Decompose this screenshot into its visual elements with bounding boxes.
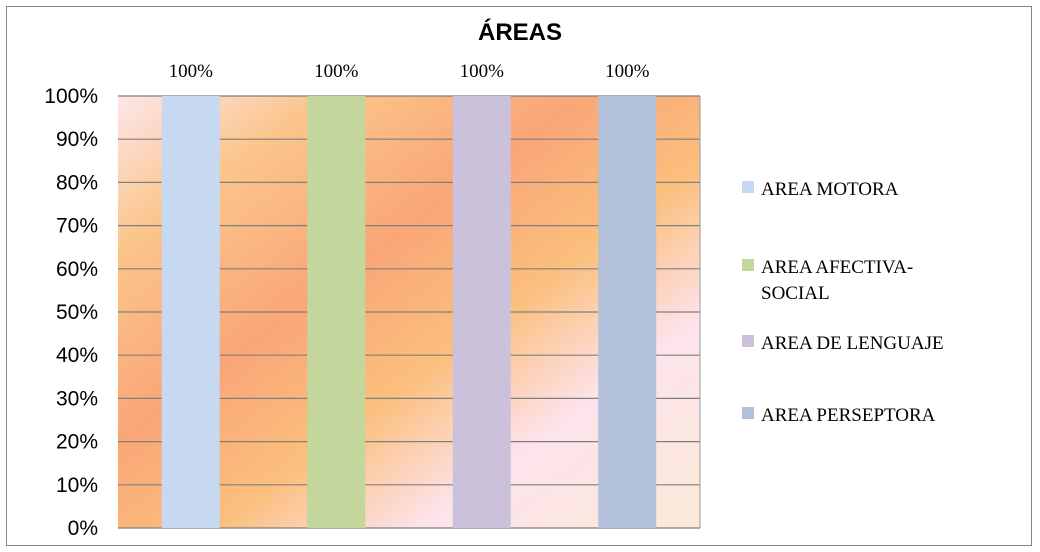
- data-label: 100%: [314, 61, 359, 82]
- legend-label: AREA AFECTIVA-: [761, 257, 913, 278]
- legend-swatch: [742, 335, 754, 347]
- data-label: 100%: [169, 61, 214, 82]
- data-label: 100%: [605, 61, 650, 82]
- legend-label: SOCIAL: [761, 283, 830, 304]
- y-tick-label: 10%: [56, 474, 98, 497]
- y-tick-label: 80%: [56, 171, 98, 194]
- y-tick-label: 70%: [56, 215, 98, 238]
- legend-label: AREA DE LENGUAJE: [761, 333, 944, 354]
- y-tick-label: 60%: [56, 258, 98, 281]
- bar: [161, 96, 220, 528]
- legend-label: AREA MOTORA: [761, 179, 899, 200]
- y-tick-label: 0%: [68, 517, 98, 540]
- y-tick-label: 100%: [44, 85, 98, 108]
- bar: [598, 96, 657, 528]
- y-tick-label: 90%: [56, 128, 98, 151]
- legend-swatch: [742, 407, 754, 419]
- y-tick-label: 20%: [56, 431, 98, 454]
- legend-swatch: [742, 181, 754, 193]
- chart-title: ÁREAS: [478, 18, 562, 46]
- bar: [452, 96, 511, 528]
- y-tick-label: 30%: [56, 387, 98, 410]
- y-tick-label: 40%: [56, 344, 98, 367]
- bar: [307, 96, 366, 528]
- data-label: 100%: [460, 61, 505, 82]
- y-tick-label: 50%: [56, 301, 98, 324]
- legend-label: AREA PERSEPTORA: [761, 405, 936, 426]
- legend-swatch: [742, 259, 754, 271]
